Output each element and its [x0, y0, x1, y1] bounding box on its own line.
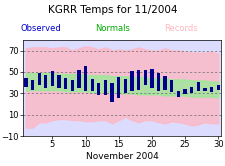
- Text: Records: Records: [163, 24, 197, 33]
- Bar: [143, 70, 146, 85]
- Bar: [70, 81, 74, 91]
- Bar: [90, 79, 93, 91]
- Bar: [202, 88, 206, 91]
- Bar: [196, 82, 199, 91]
- Bar: [83, 66, 87, 91]
- Bar: [77, 70, 80, 88]
- Bar: [97, 83, 100, 95]
- Bar: [24, 78, 27, 87]
- Text: KGRR Temps for 11/2004: KGRR Temps for 11/2004: [48, 5, 177, 15]
- Bar: [37, 73, 41, 85]
- Bar: [103, 81, 107, 95]
- Bar: [51, 71, 54, 86]
- Bar: [64, 78, 67, 89]
- Bar: [169, 81, 173, 92]
- Bar: [163, 76, 166, 90]
- Bar: [44, 75, 47, 88]
- X-axis label: November 2004: November 2004: [85, 152, 158, 161]
- Bar: [117, 77, 120, 98]
- Bar: [31, 81, 34, 90]
- Bar: [130, 71, 133, 91]
- Bar: [123, 79, 126, 93]
- Bar: [182, 89, 186, 94]
- Bar: [156, 73, 160, 91]
- Text: Observed: Observed: [20, 24, 61, 33]
- Bar: [216, 85, 219, 90]
- Bar: [57, 75, 61, 88]
- Bar: [176, 91, 179, 97]
- Bar: [150, 69, 153, 88]
- Bar: [136, 70, 140, 90]
- Bar: [209, 87, 212, 92]
- Text: Normals: Normals: [95, 24, 130, 33]
- Bar: [189, 87, 192, 93]
- Bar: [110, 83, 113, 102]
